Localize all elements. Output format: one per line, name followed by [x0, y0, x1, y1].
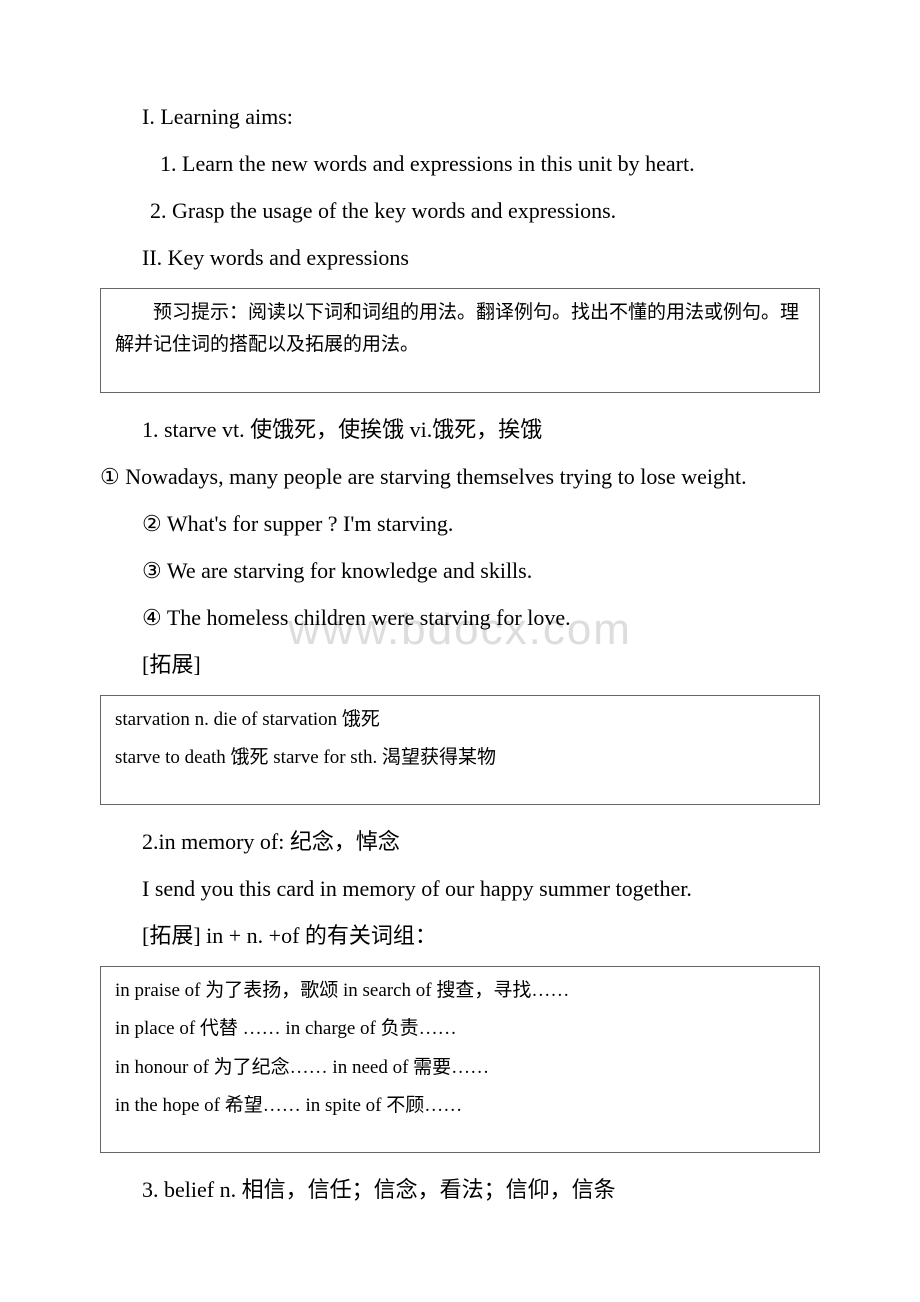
- word-1-example-3: ③ We are starving for knowledge and skil…: [100, 554, 820, 587]
- word-1-ext-line-1: starvation n. die of starvation 饿死: [115, 704, 805, 736]
- word-2-ext-line-4: in the hope of 希望…… in spite of 不顾……: [115, 1090, 805, 1122]
- word-2-ext-line-2: in place of 代替 …… in charge of 负责……: [115, 1013, 805, 1045]
- word-1-example-1: ① Nowadays, many people are starving the…: [58, 460, 820, 493]
- preview-hint-box: 预习提示：阅读以下词和词组的用法。翻译例句。找出不懂的用法或例句。理解并记住词的…: [100, 288, 820, 393]
- word-1-extension-label: [拓展]: [100, 648, 820, 681]
- word-2-extension-label: [拓展] in + n. +of 的有关词组：: [100, 919, 820, 952]
- word-1-example-2: ② What's for supper ? I'm starving.: [100, 507, 820, 540]
- heading-key-words: II. Key words and expressions: [100, 241, 820, 274]
- word-1-extension-box: starvation n. die of starvation 饿死 starv…: [100, 695, 820, 806]
- heading-learning-aims: I. Learning aims:: [100, 100, 820, 133]
- word-2-ext-line-3: in honour of 为了纪念…… in need of 需要……: [115, 1052, 805, 1084]
- word-2-title: 2.in memory of: 纪念，悼念: [100, 825, 820, 858]
- word-1-title: 1. starve vt. 使饿死，使挨饿 vi.饿死，挨饿: [100, 413, 820, 446]
- word-3-title: 3. belief n. 相信，信任；信念，看法；信仰，信条: [100, 1173, 820, 1206]
- word-2-ext-line-1: in praise of 为了表扬，歌颂 in search of 搜查，寻找……: [115, 975, 805, 1007]
- aim-1: 1. Learn the new words and expressions i…: [100, 147, 820, 180]
- word-1-example-4: ④ The homeless children were starving fo…: [100, 601, 820, 634]
- preview-hint-text: 预习提示：阅读以下词和词组的用法。翻译例句。找出不懂的用法或例句。理解并记住词的…: [115, 297, 805, 362]
- document-content: I. Learning aims: 1. Learn the new words…: [100, 100, 820, 1206]
- word-2-example-1: I send you this card in memory of our ha…: [100, 872, 820, 905]
- word-1-ext-line-2: starve to death 饿死 starve for sth. 渴望获得某…: [115, 742, 805, 774]
- aim-2: 2. Grasp the usage of the key words and …: [100, 194, 820, 227]
- word-2-extension-box: in praise of 为了表扬，歌颂 in search of 搜查，寻找……: [100, 966, 820, 1153]
